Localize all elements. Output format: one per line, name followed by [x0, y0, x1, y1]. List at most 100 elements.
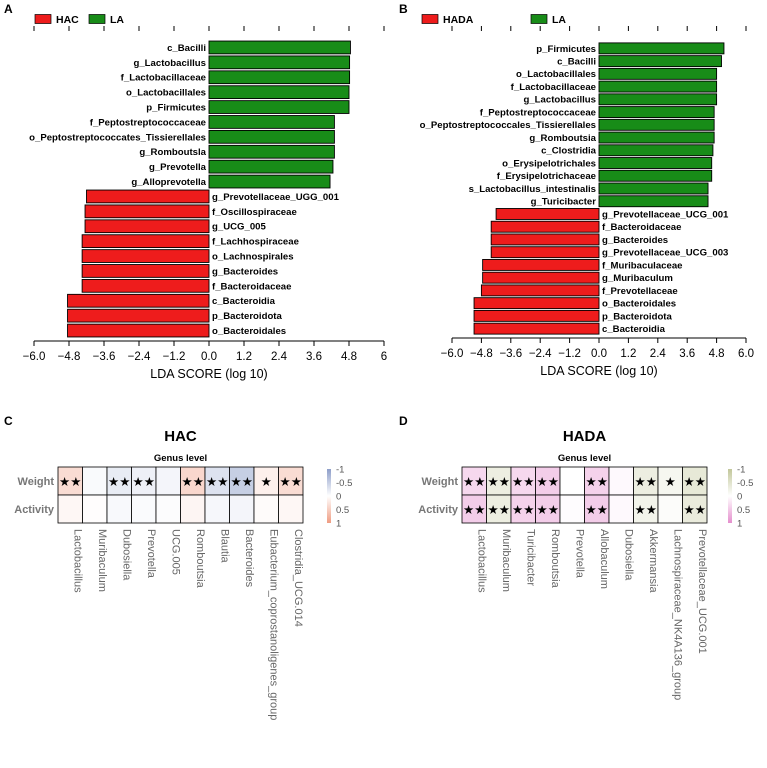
- heatmap-cell: [155, 494, 181, 524]
- x-tick-label: −6.0: [23, 351, 46, 363]
- heatmap-title: HAC: [164, 428, 197, 445]
- bar-label: f_Peptostreptococcaceae: [480, 107, 596, 118]
- heatmap-cell: [608, 494, 634, 524]
- colorbar: [728, 469, 732, 523]
- colorbar-tick-label: 0: [336, 492, 341, 503]
- heatmap-col-label: Romboutsia: [194, 529, 206, 589]
- heatmap-col-label: Muribaculum: [500, 529, 512, 592]
- heatmap-cell: [204, 466, 230, 496]
- lda-bar: [208, 159, 334, 174]
- significance-stars: ★★: [586, 503, 608, 517]
- heatmap-cell: [155, 466, 181, 496]
- lda-bar: [81, 234, 210, 249]
- legend-swatch: [421, 14, 439, 24]
- heatmap-col-label: Prevotella: [573, 529, 585, 579]
- heatmap-col-label: Lactobacillus: [475, 529, 487, 593]
- lda-bar: [598, 42, 725, 55]
- panel-a-letter: A: [4, 2, 13, 16]
- heatmap-col-label: Akkermansia: [647, 529, 659, 593]
- bar-label: o_Peptostreptococcates_Tissierellales: [29, 132, 206, 143]
- heatmap-col-label: Dubosiella: [120, 529, 132, 581]
- bar-label: s_Lactobacillus_intestinalis: [469, 184, 596, 195]
- x-tick-label: 4.8: [709, 348, 725, 360]
- heatmap-title: HADA: [563, 428, 606, 445]
- x-tick-label: −4.8: [470, 348, 493, 360]
- lda-bar: [84, 219, 210, 234]
- heatmap-cell: [82, 466, 108, 496]
- colorbar-tick-label: -1: [336, 465, 344, 476]
- lda-bar: [490, 233, 600, 246]
- significance-stars: ★★: [537, 475, 559, 489]
- bar-label: p_Bacteroidota: [212, 311, 283, 322]
- heatmap-col-label: Lachnospiraceae_NK4A136_group: [671, 529, 683, 700]
- heatmap-cell: [131, 494, 157, 524]
- heatmap-col-label: Eubacterium_coprostanoligenes_group: [267, 529, 279, 720]
- heatmap-cell: [278, 466, 304, 496]
- lda-bar: [490, 246, 600, 259]
- heatmap-cell: [204, 494, 230, 524]
- bar-label: o_Bacteroidales: [602, 299, 676, 310]
- lda-bar: [598, 157, 713, 169]
- legend-swatch: [88, 14, 106, 24]
- heatmap-col-label: Dubosiella: [622, 529, 634, 581]
- heatmap-cell: [278, 494, 304, 524]
- heatmap-cell: [57, 494, 83, 524]
- heatmap-subtitle: Genus level: [558, 453, 611, 464]
- heatmap-col-label: Clostridia_UCG.014: [292, 529, 304, 627]
- legend-label: LA: [110, 14, 124, 26]
- significance-stars: ★★: [512, 475, 534, 489]
- bar-label: g_Prevotella: [149, 162, 207, 173]
- lda-bar: [208, 70, 351, 85]
- lda-bar: [482, 259, 600, 271]
- bar-label: g_Prevotellaceae_UCG_001: [602, 209, 729, 220]
- colorbar-tick-label: 0.5: [737, 505, 750, 516]
- x-tick-label: 0.0: [591, 348, 607, 360]
- significance-stars: ★★: [108, 475, 130, 489]
- lda-bar: [598, 144, 714, 157]
- bar-label: c_Bacteroidia: [602, 324, 666, 335]
- x-tick-label: −2.4: [529, 348, 552, 360]
- significance-stars: ★★: [635, 475, 657, 489]
- panel-a: A HAC LA c_Bacilli g_Lactobacillus f_Lactoba…: [4, 2, 387, 381]
- colorbar-tick-label: 1: [336, 519, 341, 530]
- heatmap-col-label: UCG.005: [169, 529, 181, 575]
- colorbar-tick-label: 0: [737, 492, 742, 503]
- heatmap-col-label: Lactobacillus: [71, 529, 83, 593]
- lda-bar: [598, 80, 718, 93]
- heatmap-cell: [180, 494, 206, 524]
- bar-label: g_Muribaculum: [602, 273, 673, 284]
- lda-bar: [84, 204, 210, 219]
- significance-stars: ★★: [182, 475, 204, 489]
- lda-bar: [67, 293, 210, 308]
- significance-stars: ★★: [684, 503, 706, 517]
- lda-bar: [208, 55, 351, 70]
- bar-label: f_Bacteroidaceae: [602, 222, 681, 233]
- lda-bar: [67, 323, 210, 338]
- bar-label: g_UCG_005: [212, 222, 267, 233]
- heatmap-col-label: Prevotellaceae_UCG.001: [696, 529, 708, 654]
- lda-bar: [598, 93, 718, 106]
- bar-label: c_Bacteroidia: [212, 296, 276, 307]
- heatmap-cell: [608, 466, 634, 496]
- x-tick-label: −1.2: [163, 351, 186, 363]
- bar-label: f_Prevotellaceae: [602, 286, 678, 297]
- significance-stars: ★★: [231, 475, 253, 489]
- heatmap-col-label: Allobaculum: [598, 529, 610, 589]
- bar-label: c_Bacilli: [167, 43, 206, 54]
- bar-label: g_Bacteroides: [212, 266, 278, 277]
- x-tick-label: −2.4: [128, 351, 151, 363]
- bar-label: c_Clostridia: [541, 146, 597, 157]
- significance-stars: ★★: [488, 475, 510, 489]
- heatmap-cell: [253, 466, 279, 496]
- lda-bar: [598, 106, 715, 118]
- heatmap-row-label: Weight: [422, 476, 459, 488]
- colorbar-tick-label: -1: [737, 465, 745, 476]
- heatmap-cell: [106, 466, 132, 496]
- lda-bar: [598, 118, 715, 131]
- bar-label: o_Erysipelotrichales: [502, 158, 596, 169]
- x-tick-label: −3.6: [93, 351, 116, 363]
- bar-label: g_Turicibacter: [531, 197, 597, 208]
- heatmap-col-label: Turicibacter: [524, 529, 536, 586]
- x-axis-title: LDA SCORE (log 10): [150, 367, 267, 381]
